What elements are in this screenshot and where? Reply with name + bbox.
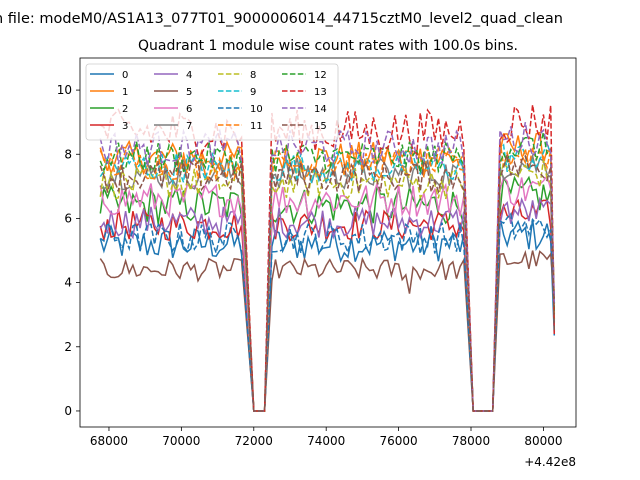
- series-line-11: [99, 139, 556, 412]
- figure-suptitle: n file: modeM0/AS1A13_077T01_9000006014_…: [0, 11, 563, 27]
- legend-box: [85, 63, 339, 141]
- series-line-5: [99, 249, 556, 412]
- series-line-14: [99, 122, 556, 412]
- legend-label-3: 3: [122, 121, 128, 132]
- legend-label-11: 11: [250, 121, 263, 132]
- plot-frame: [79, 57, 577, 428]
- series-line-13: [99, 104, 556, 412]
- series-line-9: [99, 140, 556, 412]
- series-line-15: [99, 154, 556, 412]
- chart-title: Quadrant 1 module wise count rates with …: [138, 38, 518, 54]
- x-tick-label: 74000: [307, 434, 345, 448]
- legend-label-7: 7: [186, 121, 192, 132]
- series-line-6: [99, 174, 556, 412]
- legend-label-12: 12: [314, 70, 327, 81]
- x-tick-label: 78000: [452, 434, 490, 448]
- y-tick-label: 10: [57, 83, 72, 97]
- y-tick-label: 2: [64, 340, 72, 354]
- legend-label-13: 13: [314, 87, 327, 98]
- legend-label-4: 4: [186, 70, 192, 81]
- legend-label-5: 5: [186, 87, 192, 98]
- legend-label-2: 2: [122, 104, 128, 115]
- series-line-12: [99, 132, 556, 412]
- x-tick-label: 72000: [235, 434, 273, 448]
- legend-label-1: 1: [122, 87, 128, 98]
- legend-label-8: 8: [250, 70, 256, 81]
- x-tick-label: 70000: [162, 434, 200, 448]
- legend-label-15: 15: [314, 121, 327, 132]
- series-line-10: [99, 212, 556, 412]
- x-offset-label: +4.42e8: [524, 455, 576, 469]
- y-tick-label: 6: [64, 211, 72, 225]
- legend-label-0: 0: [122, 70, 128, 81]
- x-tick-label: 68000: [90, 434, 128, 448]
- legend-label-9: 9: [250, 87, 256, 98]
- series-line-0: [99, 216, 556, 412]
- y-tick-label: 8: [64, 147, 72, 161]
- legend-label-14: 14: [314, 104, 327, 115]
- x-tick-label: 80000: [524, 434, 562, 448]
- axes: 68000 70000 72000 74000 76000 78000 80000 0 2 4 6 8…: [57, 57, 577, 448]
- y-tick-label: 0: [64, 404, 72, 418]
- series-line-8: [99, 159, 556, 412]
- series-lines: [99, 104, 556, 412]
- y-tick-label: 4: [64, 276, 72, 290]
- legend-label-6: 6: [186, 104, 192, 115]
- x-tick-label: 76000: [380, 434, 418, 448]
- legend-label-10: 10: [250, 104, 263, 115]
